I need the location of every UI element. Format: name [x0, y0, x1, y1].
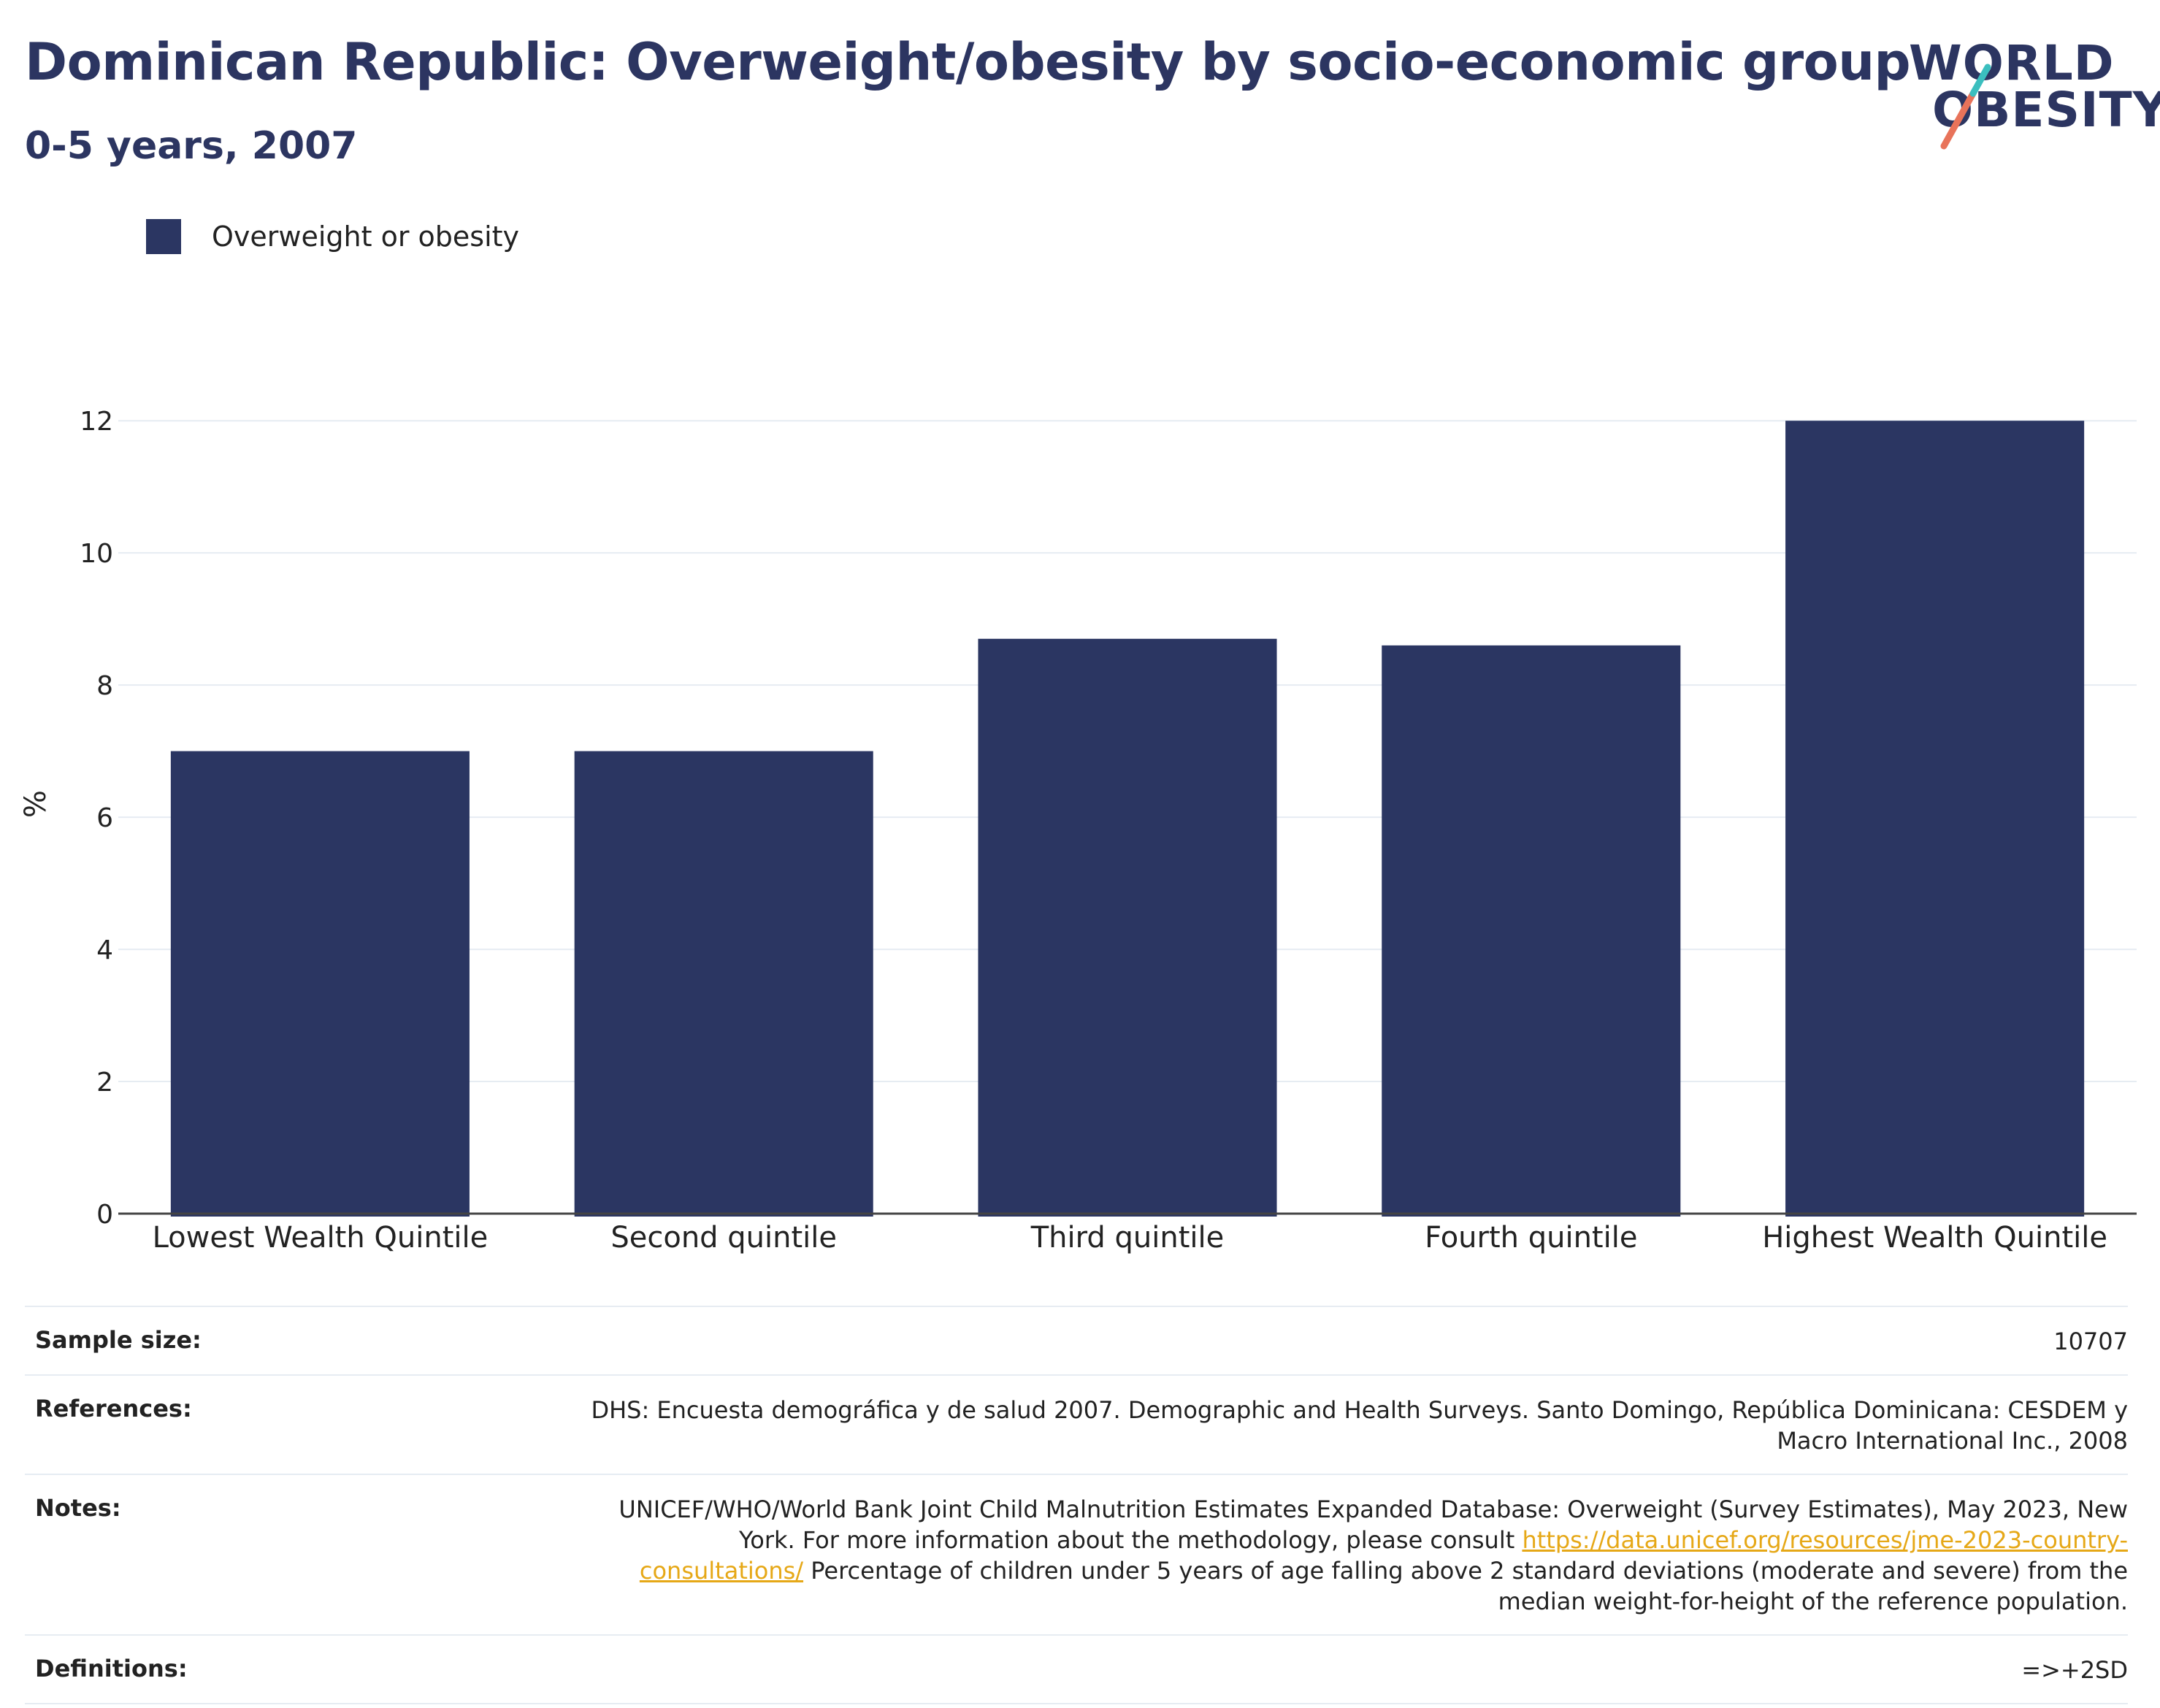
info-row-definitions: Definitions: =>+2SD: [25, 1634, 2128, 1704]
info-row-notes: Notes: UNICEF/WHO/World Bank Joint Child…: [25, 1474, 2128, 1634]
y-tick-label: 6: [96, 803, 113, 833]
definitions-label: Definitions:: [35, 1655, 188, 1682]
notes-value: UNICEF/WHO/World Bank Joint Child Malnut…: [580, 1475, 2128, 1634]
methodology-link[interactable]: https://data.unicef.org/resources/jme-20…: [639, 1526, 2128, 1585]
bar: [1785, 421, 2085, 1217]
chart-subtitle: 0-5 years, 2007: [25, 124, 358, 168]
legend-label: Overweight or obesity: [212, 221, 520, 253]
bar: [170, 751, 470, 1217]
notes-label: Notes:: [35, 1494, 121, 1522]
y-tick-label: 2: [96, 1068, 113, 1098]
logo-word-world: WORLD: [1909, 35, 2115, 91]
y-tick-label: 4: [96, 935, 113, 965]
notes-text: UNICEF/WHO/World Bank Joint Child Malnut…: [618, 1496, 2128, 1554]
definitions-value: =>+2SD: [2021, 1656, 2128, 1684]
x-tick-label: Lowest Wealth Quintile: [153, 1221, 489, 1255]
legend-swatch: [146, 219, 181, 254]
sample-size-value: 10707: [2053, 1328, 2128, 1355]
bar: [978, 638, 1277, 1217]
y-tick-label: 0: [96, 1200, 113, 1230]
bar: [574, 751, 873, 1217]
chart-bars: [170, 421, 2085, 1217]
references-value: DHS: Encuesta demográfica y de salud 200…: [591, 1396, 2128, 1455]
chart-labels: 0 2 4 6 8 10 12 Lowest Wealth Quintile Second qu…: [19, 407, 2107, 1255]
bar-chart: 0 2 4 6 8 10 12 Lowest Wealth Quintile Second qu…: [19, 407, 2137, 1255]
bar: [1382, 645, 1681, 1217]
world-obesity-logo: WORLD OBESITY: [1906, 22, 2160, 153]
logo-word-obesity: OBESITY: [1932, 82, 2160, 138]
info-row-sample-size: Sample size: 10707: [25, 1306, 2128, 1374]
x-tick-label: Third quintile: [1030, 1221, 1224, 1255]
x-tick-label: Second quintile: [610, 1221, 837, 1255]
notes-text-continued: Percentage of children under 5 years of …: [803, 1557, 2128, 1615]
y-tick-label: 8: [96, 671, 113, 701]
sample-size-label: Sample size:: [35, 1326, 202, 1354]
info-table: Sample size: 10707 References: DHS: Encu…: [25, 1306, 2128, 1704]
references-label: References:: [35, 1395, 192, 1422]
y-axis-label: %: [19, 790, 53, 818]
info-row-references: References: DHS: Encuesta demográfica y …: [25, 1374, 2128, 1474]
y-tick-label: 10: [80, 539, 113, 569]
logo-slash-icon: [1940, 64, 1991, 150]
x-tick-label: Highest Wealth Quintile: [1762, 1221, 2107, 1255]
x-tick-label: Fourth quintile: [1425, 1221, 1637, 1255]
chart-title: Dominican Republic: Overweight/obesity b…: [25, 32, 1911, 92]
chart-legend: Overweight or obesity: [146, 219, 519, 254]
y-tick-label: 12: [80, 407, 113, 437]
